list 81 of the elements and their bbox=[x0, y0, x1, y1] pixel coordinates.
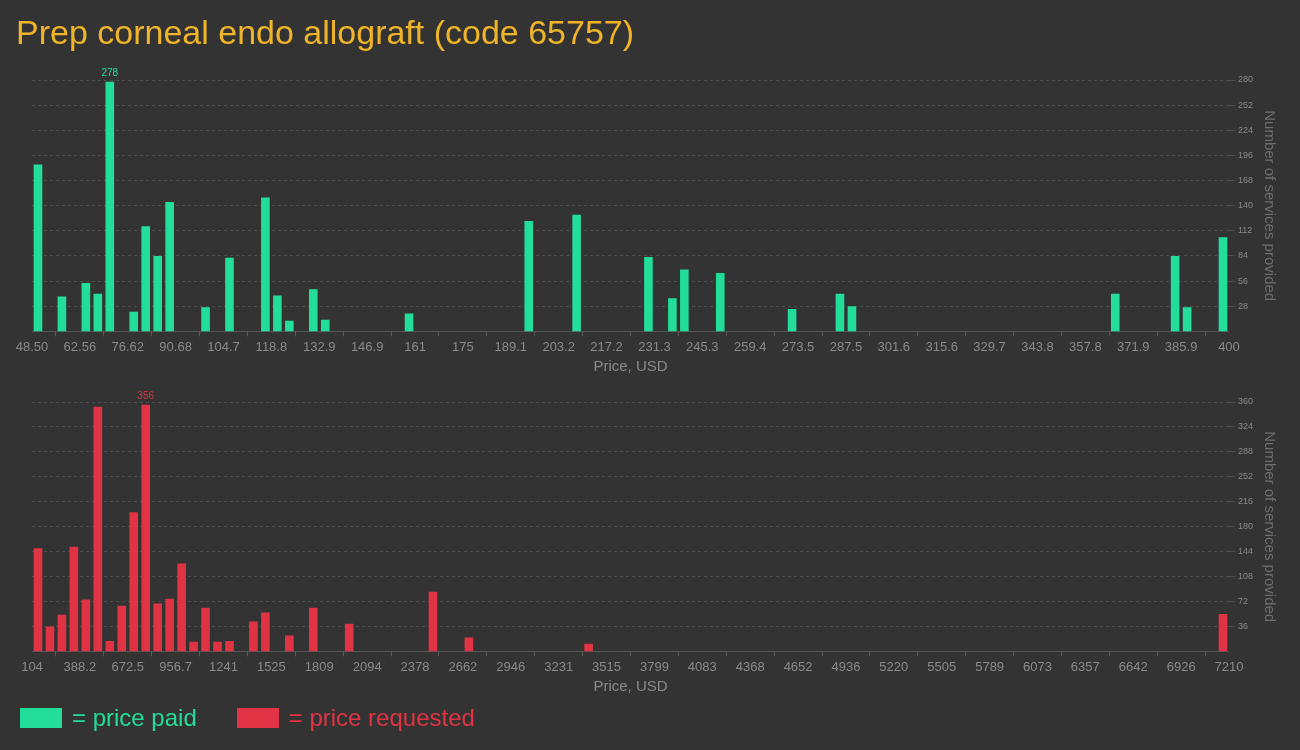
y-tick-label: 180 bbox=[1237, 521, 1254, 532]
x-tick-label: 203.2 bbox=[542, 338, 575, 354]
y-tick-label: 28 bbox=[1237, 300, 1248, 311]
x-tick-label: 48.50 bbox=[15, 338, 49, 354]
x-tick-label: 175 bbox=[452, 338, 474, 354]
x-tick-label: 1809 bbox=[304, 658, 334, 674]
y-tick-label: 140 bbox=[1237, 200, 1254, 211]
x-tick-label: 4368 bbox=[735, 658, 765, 674]
x-tick-label: 2094 bbox=[352, 658, 382, 674]
x-tick-label: 5789 bbox=[975, 658, 1005, 674]
x-tick-label: 301.6 bbox=[877, 338, 911, 354]
chart-title: Prep corneal endo allograft (code 65757) bbox=[15, 12, 636, 53]
x-tick-label: 132.9 bbox=[303, 338, 336, 354]
x-tick-label: 385.9 bbox=[1164, 338, 1198, 354]
x-tick-label: 7210 bbox=[1214, 658, 1244, 674]
y-tick-label: 360 bbox=[1237, 396, 1254, 407]
x-tick-label: 6926 bbox=[1166, 658, 1196, 674]
y-tick-label: 168 bbox=[1237, 175, 1254, 186]
x-tick-label: 76.62 bbox=[111, 338, 145, 354]
x-tick-label: 6073 bbox=[1023, 658, 1052, 674]
y-tick-label: 72 bbox=[1237, 596, 1248, 606]
x-tick-label: 90.68 bbox=[159, 338, 192, 354]
x-tick-label: 357.8 bbox=[1069, 338, 1102, 354]
x-tick-label: 2946 bbox=[496, 658, 526, 674]
y-tick-label: 288 bbox=[1237, 446, 1254, 457]
x-tick-label: 2662 bbox=[448, 658, 478, 674]
data-label: 356 bbox=[137, 389, 155, 401]
x-tick-label: 104.7 bbox=[207, 338, 240, 354]
x-tick-label: 245.3 bbox=[686, 338, 719, 354]
x-tick-label: 2378 bbox=[400, 658, 430, 674]
y-axis-title: Number of services provided bbox=[1261, 431, 1279, 623]
x-tick-label: 118.8 bbox=[255, 338, 288, 354]
y-tick-label: 252 bbox=[1237, 471, 1254, 482]
y-tick-label: 112 bbox=[1237, 225, 1253, 236]
x-axis-title: Price, USD bbox=[593, 357, 668, 375]
x-tick-label: 6357 bbox=[1070, 658, 1100, 674]
x-tick-label: 400 bbox=[1218, 338, 1240, 354]
x-tick-label: 3799 bbox=[639, 658, 669, 674]
x-tick-label: 3515 bbox=[592, 658, 622, 674]
x-tick-label: 5505 bbox=[927, 658, 957, 674]
y-tick-label: 84 bbox=[1237, 250, 1248, 261]
x-tick-label: 1241 bbox=[209, 658, 238, 674]
y-tick-label: 216 bbox=[1237, 496, 1254, 507]
x-tick-label: 3231 bbox=[544, 658, 574, 674]
x-tick-label: 1525 bbox=[256, 658, 286, 674]
x-tick-label: 956.7 bbox=[159, 658, 192, 674]
x-tick-label: 343.8 bbox=[1021, 338, 1054, 354]
x-tick-label: 189.1 bbox=[494, 338, 528, 354]
x-tick-label: 217.2 bbox=[590, 338, 623, 354]
x-tick-label: 104 bbox=[21, 658, 43, 674]
x-tick-label: 388.2 bbox=[63, 658, 97, 674]
data-label: 278 bbox=[101, 66, 119, 78]
y-tick-label: 56 bbox=[1237, 275, 1248, 286]
y-tick-label: 324 bbox=[1237, 421, 1254, 432]
x-tick-label: 287.5 bbox=[829, 338, 863, 354]
x-tick-label: 5220 bbox=[879, 658, 909, 674]
legend-label: = price paid bbox=[72, 704, 197, 732]
x-tick-label: 329.7 bbox=[973, 338, 1006, 354]
x-tick-label: 231.3 bbox=[638, 338, 671, 354]
y-tick-label: 252 bbox=[1237, 99, 1254, 110]
x-tick-label: 4936 bbox=[831, 658, 861, 674]
x-tick-label: 273.5 bbox=[781, 338, 815, 354]
legend-label: = price requested bbox=[288, 704, 475, 732]
x-tick-label: 6642 bbox=[1118, 658, 1148, 674]
x-tick-label: 161 bbox=[404, 338, 426, 354]
y-tick-label: 144 bbox=[1237, 546, 1254, 557]
x-axis-title: Price, USD bbox=[593, 677, 668, 695]
x-tick-label: 62.56 bbox=[63, 338, 97, 354]
x-tick-label: 146.9 bbox=[350, 338, 384, 354]
x-tick-label: 371.9 bbox=[1116, 338, 1150, 354]
x-tick-label: 4083 bbox=[687, 658, 717, 674]
x-tick-label: 4652 bbox=[783, 658, 813, 674]
x-tick-label: 315.6 bbox=[925, 338, 958, 354]
y-axis-title: Number of services provided bbox=[1261, 110, 1279, 302]
y-tick-label: 224 bbox=[1237, 124, 1254, 135]
y-tick-label: 36 bbox=[1237, 620, 1248, 631]
y-tick-label: 196 bbox=[1237, 149, 1254, 160]
y-tick-label: 280 bbox=[1237, 74, 1254, 85]
x-tick-label: 259.4 bbox=[733, 338, 767, 354]
x-tick-label: 672.5 bbox=[111, 658, 145, 674]
y-tick-label: 108 bbox=[1237, 571, 1254, 582]
